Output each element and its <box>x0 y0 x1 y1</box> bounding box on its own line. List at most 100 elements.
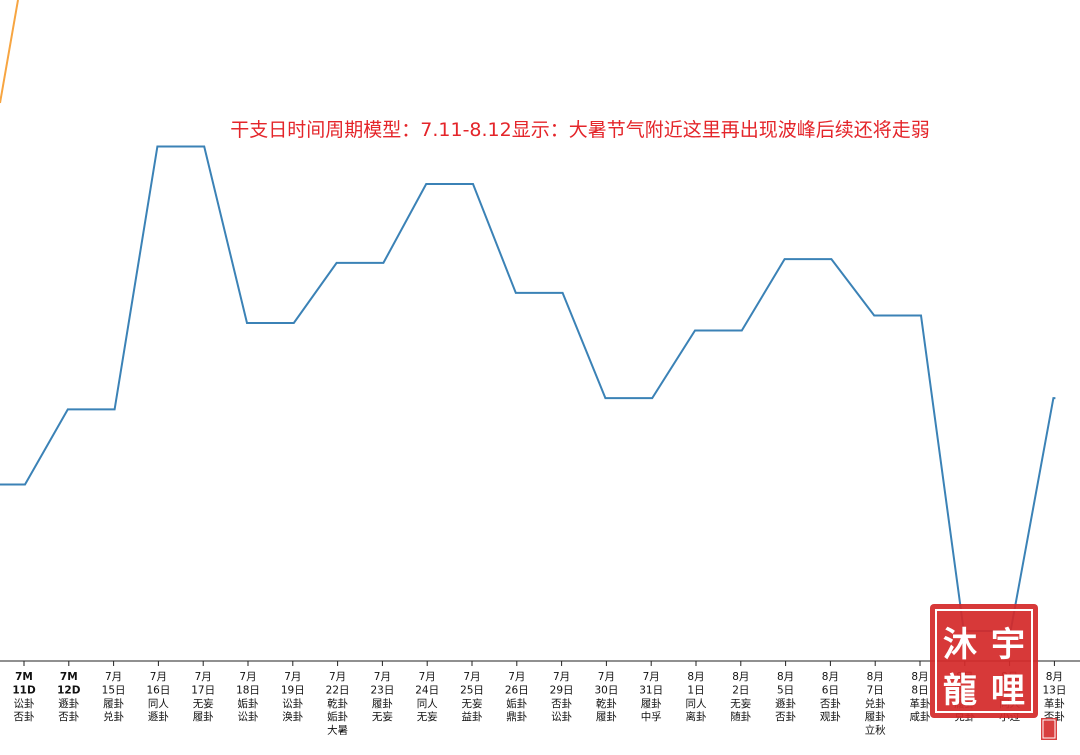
data-point <box>202 145 204 147</box>
x-tick-label: 履卦 <box>596 710 617 723</box>
x-tick-label: 乾卦 <box>327 697 348 710</box>
x-tick-label: 12D <box>57 684 81 696</box>
x-tick-label: 7月 <box>374 671 391 683</box>
data-point <box>605 397 607 399</box>
x-tick-label: 1日 <box>687 684 704 696</box>
x-tick-label: 30日 <box>594 684 618 696</box>
x-tick-label: 11D <box>12 684 36 696</box>
data-point <box>695 330 697 331</box>
x-tick-label: 26日 <box>505 684 529 696</box>
x-tick-label: 22日 <box>326 684 350 696</box>
series-line <box>0 145 1056 632</box>
x-tick-label: 姤卦 <box>327 710 348 723</box>
orange-series-line <box>0 0 19 104</box>
x-tick-label: 7日 <box>867 684 884 696</box>
x-tick-label: 7月 <box>463 671 480 683</box>
x-tick-label: 23日 <box>370 684 394 696</box>
x-tick-label: 8月 <box>867 671 884 683</box>
x-tick-label: 履卦 <box>865 710 886 723</box>
x-tick-label: 7月 <box>643 671 660 683</box>
data-point <box>68 408 70 410</box>
data-point <box>650 397 652 399</box>
x-axis-ticks: 7M11D讼卦否卦7M12D遯卦否卦7月15日履卦兑卦7月16日同人遯卦7月17… <box>12 661 1066 737</box>
x-tick-label: 24日 <box>415 684 439 696</box>
x-tick-label: 8月 <box>822 671 839 683</box>
x-tick-label: 6日 <box>822 684 839 696</box>
x-tick-label: 25日 <box>460 684 484 696</box>
x-tick-label: 15日 <box>102 684 126 696</box>
x-tick-label: 姤卦 <box>506 697 527 710</box>
data-point <box>919 314 921 316</box>
x-tick-label: 13日 <box>1042 684 1066 696</box>
x-tick-label: 无妄 <box>193 697 214 710</box>
data-point <box>381 262 383 264</box>
small-seal-stamp <box>1041 718 1057 740</box>
x-tick-label: 中孚 <box>641 710 662 723</box>
x-tick-label: 29日 <box>550 684 574 696</box>
data-point <box>1053 397 1055 399</box>
x-tick-label: 离卦 <box>686 710 707 723</box>
x-tick-label: 否卦 <box>58 710 79 723</box>
x-tick-label: 涣卦 <box>282 710 303 723</box>
x-tick-label: 5日 <box>777 684 794 696</box>
x-tick-label: 7月 <box>150 671 167 683</box>
x-tick-label: 讼卦 <box>282 697 303 710</box>
chart-title: 干支日时间周期模型：7.11-8.12显示：大暑节气附近这里再出现波峰后续还将走… <box>230 119 929 141</box>
x-tick-label: 同人 <box>686 698 707 710</box>
data-point <box>113 408 115 410</box>
x-tick-label: 8日 <box>911 684 928 696</box>
x-tick-label: 7月 <box>598 671 615 683</box>
x-tick-label: 17日 <box>191 684 215 696</box>
data-point <box>471 183 473 185</box>
seal-char: 龍 <box>943 671 977 711</box>
data-point <box>292 322 294 324</box>
x-tick-label: 7月 <box>508 671 525 683</box>
x-tick-label: 8月 <box>687 671 704 683</box>
data-point <box>247 322 249 324</box>
x-tick-label: 讼卦 <box>14 697 35 710</box>
x-tick-label: 否卦 <box>775 710 796 723</box>
x-tick-label: 兑卦 <box>865 697 886 710</box>
x-tick-label: 7月 <box>239 671 256 683</box>
x-tick-label: 咸卦 <box>910 710 931 723</box>
x-tick-label: 7M <box>15 671 33 683</box>
x-tick-label: 革卦 <box>910 697 931 710</box>
data-point <box>740 330 742 331</box>
x-tick-label: 7月 <box>105 671 122 683</box>
seal-char: 哩 <box>991 671 1025 711</box>
x-tick-label: 无妄 <box>417 710 438 723</box>
x-tick-label: 8月 <box>777 671 794 683</box>
x-tick-label: 履卦 <box>641 697 662 710</box>
x-tick-label: 2日 <box>732 684 749 696</box>
data-point <box>561 292 563 294</box>
x-tick-label: 8月 <box>1046 671 1063 683</box>
x-tick-label: 8月 <box>911 671 928 683</box>
x-tick-label: 履卦 <box>193 710 214 723</box>
x-tick-label: 7月 <box>329 671 346 683</box>
x-tick-label: 立秋 <box>865 724 886 737</box>
data-point <box>785 258 787 260</box>
x-tick-label: 无妄 <box>730 697 751 710</box>
data-point <box>337 262 339 264</box>
x-tick-label: 履卦 <box>103 697 124 710</box>
x-tick-label: 大暑 <box>327 724 348 737</box>
x-tick-label: 否卦 <box>14 710 35 723</box>
x-tick-label: 无妄 <box>372 710 393 723</box>
data-point <box>516 292 518 294</box>
x-tick-label: 遯卦 <box>148 710 169 723</box>
x-tick-label: 讼卦 <box>238 710 259 723</box>
x-tick-label: 7月 <box>553 671 570 683</box>
x-tick-label: 鼎卦 <box>506 710 527 723</box>
x-tick-label: 7月 <box>284 671 301 683</box>
x-tick-label: 7M <box>60 671 78 683</box>
x-tick-label: 同人 <box>417 698 438 710</box>
seal-stamp: 沐 宇 龍 哩 <box>930 604 1038 718</box>
x-tick-label: 31日 <box>639 684 663 696</box>
x-tick-label: 8月 <box>732 671 749 683</box>
x-tick-label: 7月 <box>419 671 436 683</box>
x-tick-label: 姤卦 <box>238 697 259 710</box>
x-tick-label: 无妄 <box>462 697 483 710</box>
x-tick-label: 履卦 <box>372 697 393 710</box>
x-tick-label: 革卦 <box>1044 697 1065 710</box>
